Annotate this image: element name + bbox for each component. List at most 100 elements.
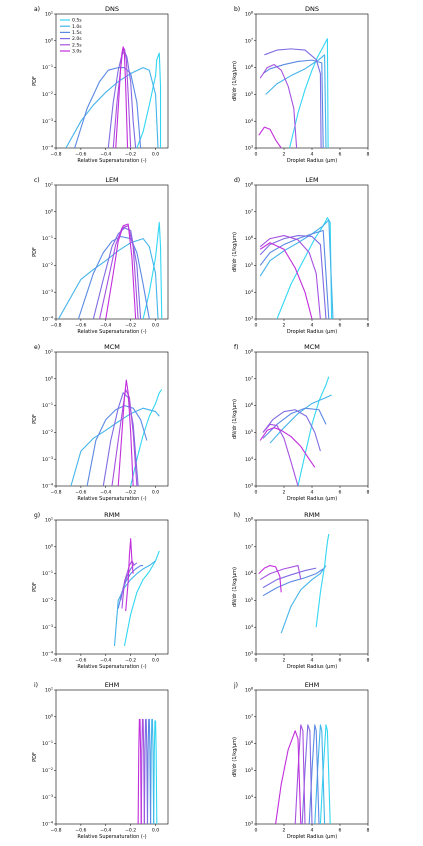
series-line-1.0s [314,724,326,824]
panel-title: MCM [104,343,120,351]
y-tick-label: 103 [245,483,253,490]
x-tick-label: 2 [283,490,286,496]
x-axis-label: Relative Supersaturation (-) [77,158,146,164]
panel-i: −0.8 −0.6 −0.4 −0.2 0.0 10−4 10−3 10−2 10−1 100 10… [32,681,169,840]
series-group [259,217,334,319]
series-line-3.0s [125,538,134,612]
y-tick-label: 104 [245,456,253,463]
series-group [258,38,329,148]
series-line-1.0s [113,560,156,646]
y-tick-label: 10−3 [42,118,53,125]
y-tick-label: 104 [245,624,253,631]
series-line-3.0s [258,564,282,593]
series-line-1.5s [74,67,142,148]
series-line-2.5s [262,423,299,486]
series-line-3.0s [275,730,302,824]
x-axis-label: Droplet Radius (μm) [287,834,337,840]
panel-title: LEM [105,176,118,184]
y-axis-label: dN/dr (1/kg/μm) [232,61,238,101]
y-axis-label: dN/dr (1/kg/μm) [232,399,238,439]
y-tick-label: 105 [245,262,253,269]
x-tick-label: −0.8 [50,323,61,329]
y-axis-label: PDF [32,76,38,86]
series-line-1.5s [77,235,150,319]
y-tick-label: 10−2 [42,767,53,774]
y-tick-label: 108 [245,687,253,694]
series-line-3.0s [105,223,137,319]
y-tick-label: 108 [245,182,253,189]
series-line-1.5s [262,568,324,597]
y-tick-label: 10−4 [42,821,53,828]
x-axis-label: Relative Supersaturation (-) [77,664,146,670]
series-group [275,724,331,824]
x-tick-label: −0.2 [125,658,136,664]
axes-frame [255,13,369,149]
panel-title: MCM [304,343,320,351]
y-tick-label: 10−1 [42,235,53,242]
series-line-1.5s [259,229,330,319]
series-group [113,538,160,647]
y-tick-label: 10−1 [42,64,53,71]
x-tick-label: 4 [311,658,314,664]
series-line-1.0s [269,394,332,444]
series-line-1.0s [58,238,159,319]
y-tick-label: 107 [245,375,253,382]
y-tick-label: 10−3 [42,624,53,631]
y-tick-label: 10−3 [42,289,53,296]
legend-label: 2.0s [72,36,82,42]
x-tick-label: 6 [339,323,342,329]
x-tick-label: 6 [339,828,342,834]
y-tick-label: 107 [245,543,253,550]
x-tick-label: 4 [311,323,314,329]
x-tick-label: 0.0 [152,658,159,664]
legend-label: 3.0s [72,49,82,55]
x-tick-label: 0.0 [152,323,159,329]
series-line-1.0s [259,219,334,319]
panel-g: −0.8 −0.6 −0.4 −0.2 0.0 10−4 10−3 10−2 10−1 100 10… [32,511,169,670]
x-tick-label: 8 [367,658,370,664]
series-group [58,221,163,319]
y-tick-label: 10−1 [42,402,53,409]
y-tick-label: 101 [45,349,53,356]
x-tick-label: 0.0 [152,828,159,834]
x-tick-label: −0.6 [75,828,86,834]
y-tick-label: 100 [45,208,53,215]
panel-label: b) [234,6,240,13]
panel-c: −0.8 −0.6 −0.4 −0.2 0.0 10−4 10−3 10−2 10−1 100 10… [32,176,169,335]
x-axis-label: Droplet Radius (μm) [287,329,337,335]
y-tick-label: 10−3 [42,456,53,463]
series-group [258,533,330,634]
y-tick-label: 106 [245,570,253,577]
y-axis-label: PDF [32,752,38,762]
x-tick-label: −0.2 [125,490,136,496]
y-tick-label: 105 [245,91,253,98]
y-tick-label: 105 [245,429,253,436]
panel-title: EHM [305,681,320,689]
x-tick-label: −0.8 [50,490,61,496]
y-tick-label: 105 [245,767,253,774]
series-line-2.0s [107,50,137,148]
legend-label: 2.5s [72,42,82,48]
x-tick-label: 0 [255,658,258,664]
y-tick-label: 107 [245,37,253,44]
x-tick-label: 2 [283,323,286,329]
x-axis-label: Relative Supersaturation (-) [77,329,146,335]
y-tick-label: 106 [245,64,253,71]
panel-title: DNS [305,5,319,13]
x-tick-label: −0.6 [75,323,86,329]
y-tick-label: 100 [45,543,53,550]
y-tick-label: 10−1 [42,570,53,577]
series-line-1.0s [280,565,327,634]
series-line-3.0s [258,126,282,148]
series-line-2.0s [143,718,149,824]
x-tick-label: 8 [367,828,370,834]
series-line-1.5s [86,405,148,486]
x-tick-label: 4 [311,152,314,158]
series-line-2.5s [140,718,145,824]
y-axis-label: PDF [32,414,38,424]
series-line-1.0s [70,407,160,486]
y-tick-label: 106 [245,235,253,242]
panel-f: 0 2 4 6 8 103 104 105 106 107 108 f) MCM Droplet Radi… [232,343,370,502]
panel-label: f) [234,344,238,351]
panel-label: j) [233,682,238,689]
